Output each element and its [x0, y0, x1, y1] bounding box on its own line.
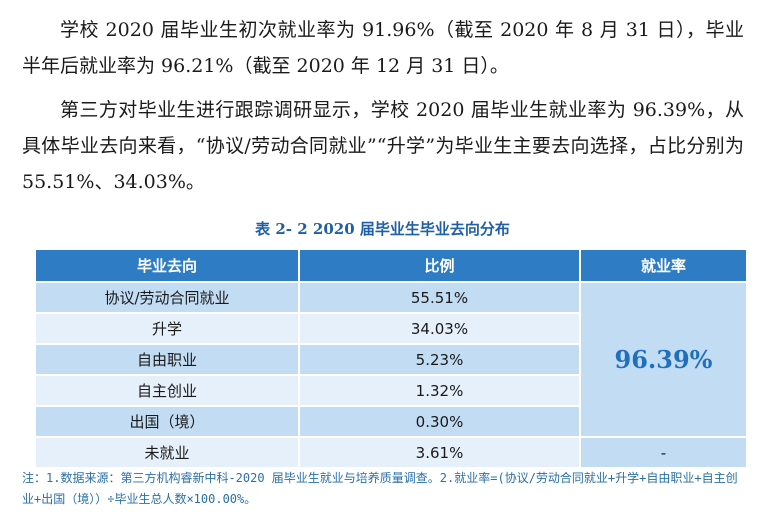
unemployed-rate-cell: - — [579, 436, 748, 469]
table-row: 出国（境） 0.30% — [34, 405, 747, 438]
destination-cell: 出国（境） — [34, 405, 300, 438]
employment-rate-cell: 96.39% — [579, 281, 748, 438]
ratio-cell: 0.30% — [298, 405, 581, 438]
table-row: 升学 34.03% — [34, 312, 747, 345]
intro-paragraph-1: 学校 2020 届毕业生初次就业率为 91.96%（截至 2020 年 8 月 … — [22, 19, 744, 77]
destination-cell: 自主创业 — [34, 374, 300, 407]
intro-paragraph-2: 第三方对毕业生进行跟踪调研显示，学校 2020 届毕业生就业率为 96.39%，… — [22, 99, 744, 193]
ratio-cell: 3.61% — [298, 436, 581, 469]
table-footnote: 注：1.数据来源：第三方机构睿新中科-2020 届毕业生就业与培养质量调查。2.… — [22, 471, 738, 506]
ratio-cell: 1.32% — [298, 374, 581, 407]
destination-cell: 自由职业 — [34, 343, 300, 376]
destination-cell: 未就业 — [34, 436, 300, 469]
table-row: 自主创业 1.32% — [34, 374, 747, 407]
table-row: 自由职业 5.23% — [34, 343, 747, 376]
header-employment-rate: 就业率 — [579, 248, 748, 283]
table-row: 未就业 3.61% - — [34, 436, 748, 469]
table-row: 协议/劳动合同就业 55.51% 96.39% — [34, 281, 748, 438]
header-destination: 毕业去向 — [34, 248, 300, 283]
destination-cell: 协议/劳动合同就业 — [34, 281, 300, 314]
table-caption: 表 2- 2 2020 届毕业生毕业去向分布 — [255, 220, 510, 238]
header-ratio: 比例 — [298, 248, 581, 283]
ratio-cell: 55.51% — [298, 281, 581, 314]
ratio-cell: 5.23% — [298, 343, 581, 376]
employment-rate-value: 96.39% — [614, 345, 713, 374]
table-header-row: 毕业去向 比例 就业率 — [34, 248, 748, 283]
destination-table: 毕业去向 比例 就业率 协议/劳动合同就业 55.51% 96.39% 升学 3… — [34, 248, 748, 469]
ratio-cell: 34.03% — [298, 312, 581, 345]
destination-cell: 升学 — [34, 312, 300, 345]
